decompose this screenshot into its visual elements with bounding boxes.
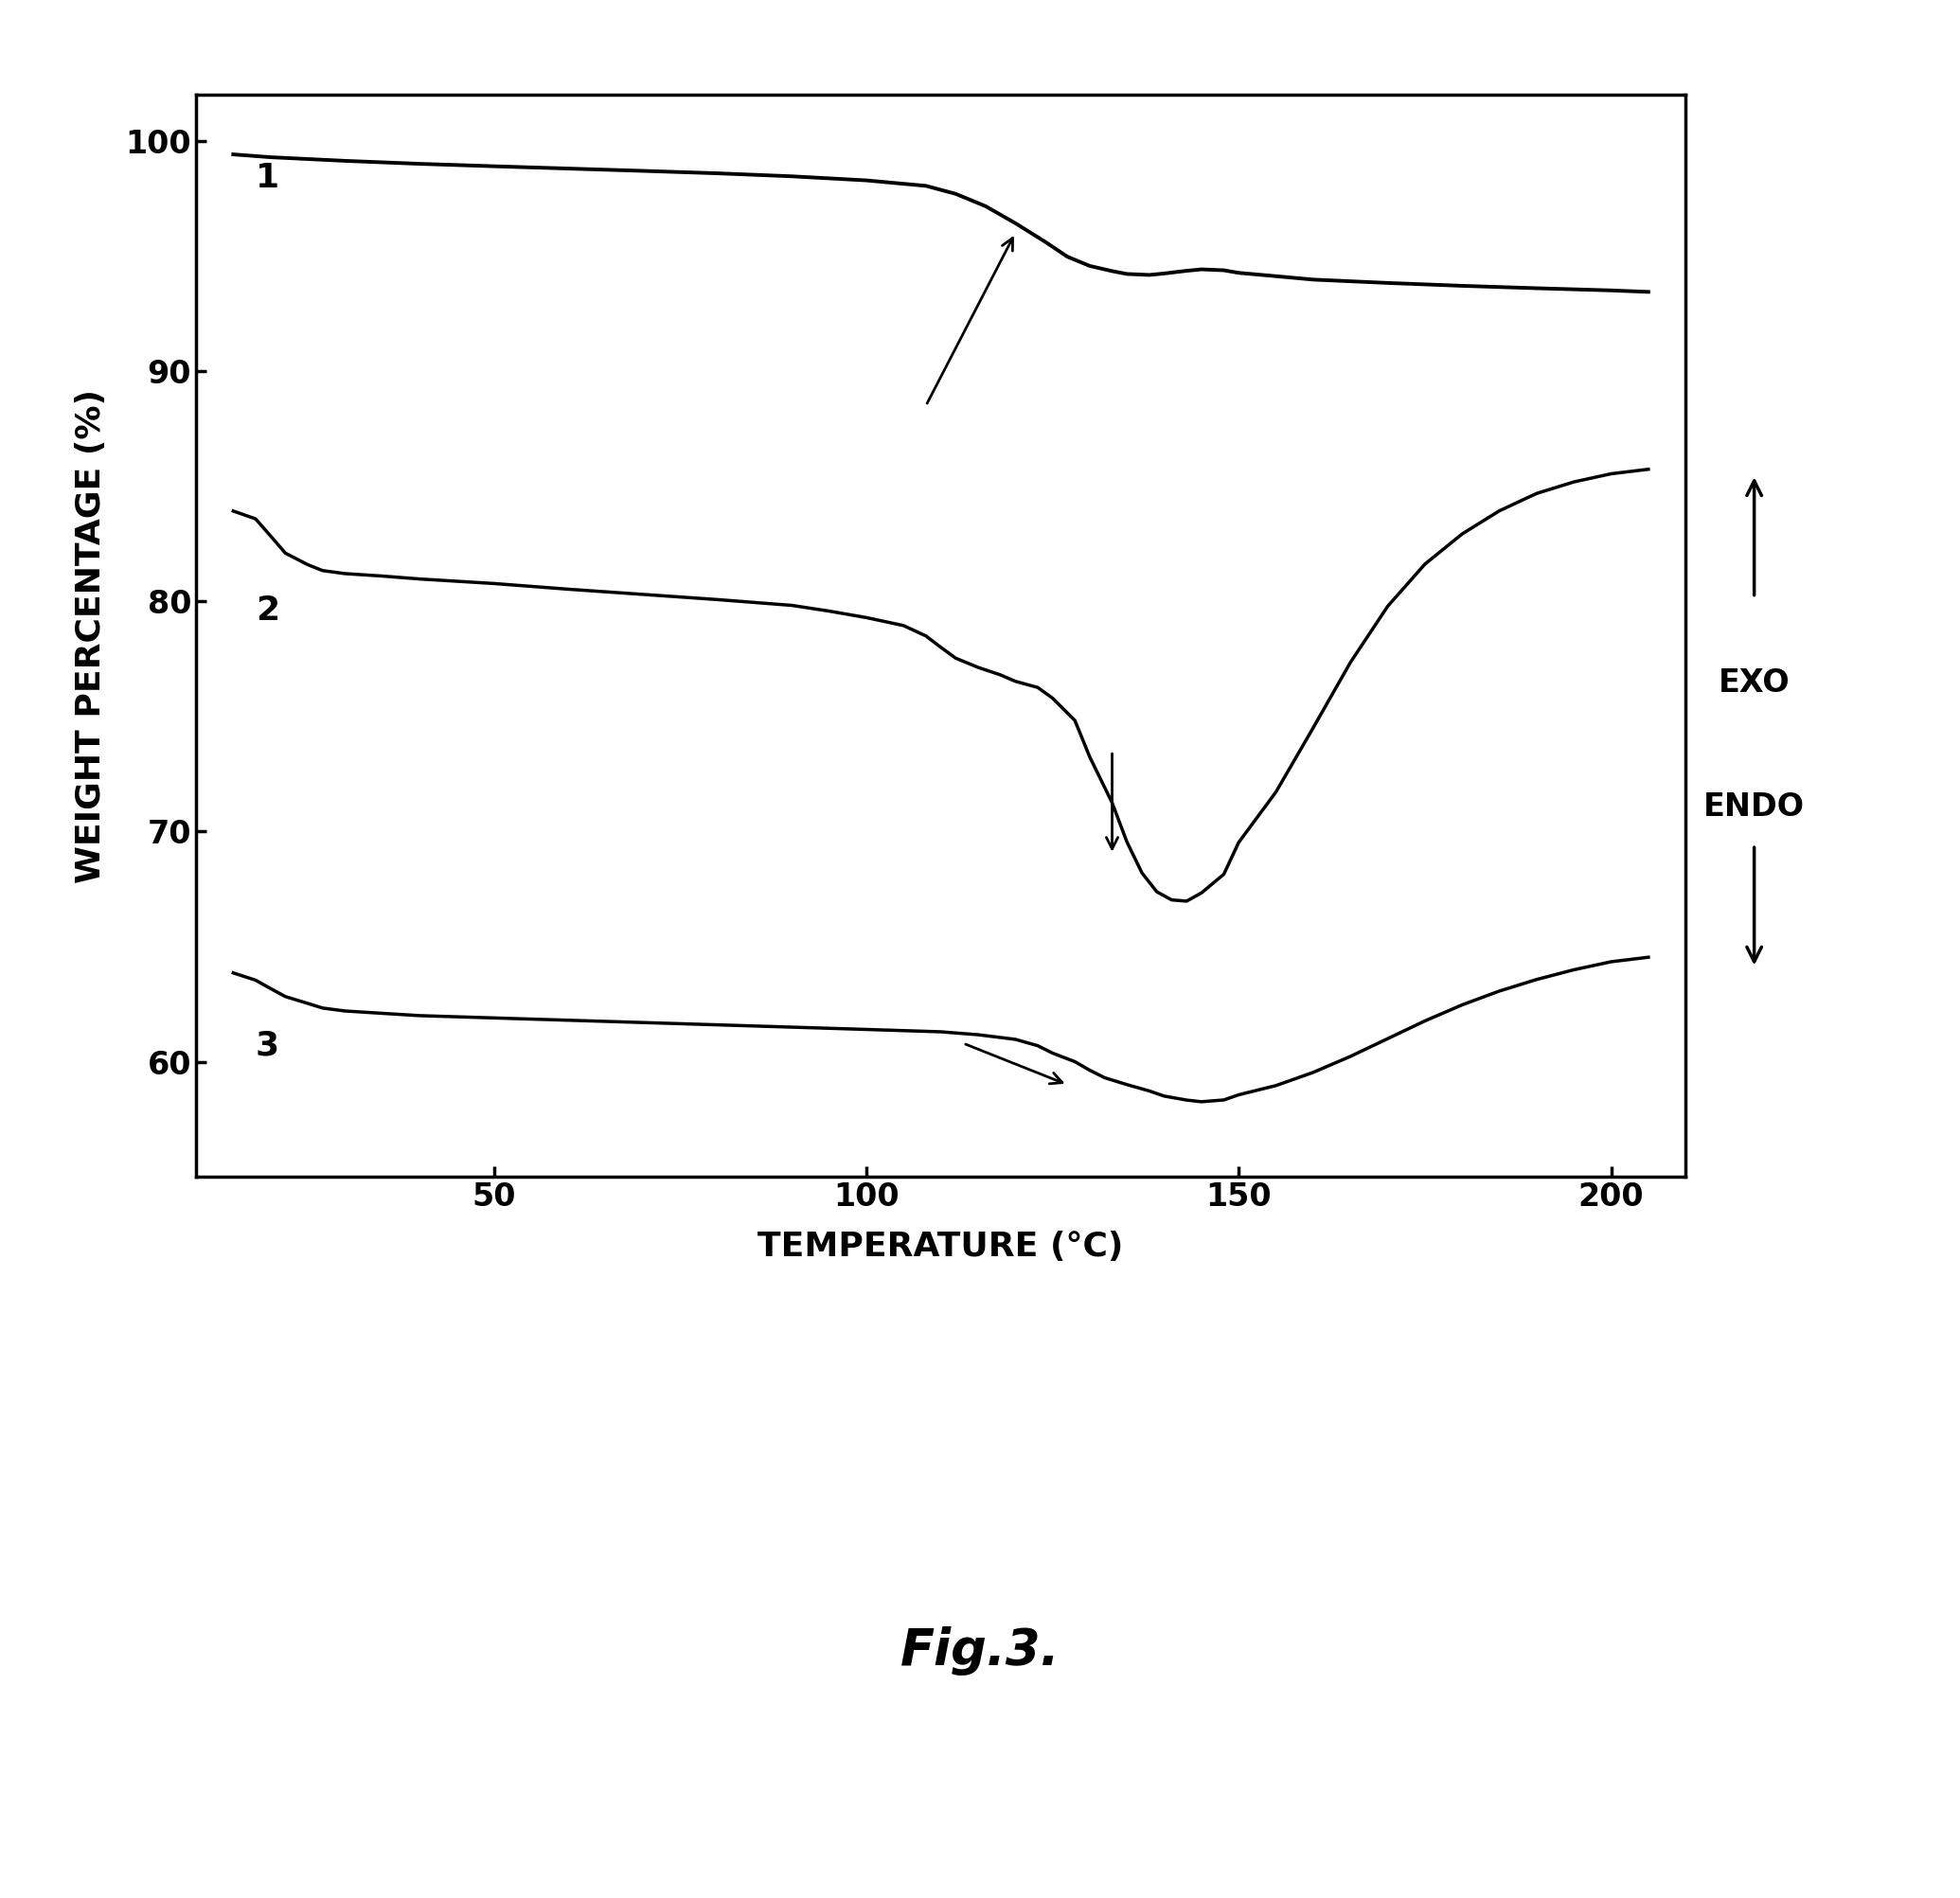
Y-axis label: WEIGHT PERCENTAGE (%): WEIGHT PERCENTAGE (%): [74, 389, 108, 883]
Text: 3: 3: [255, 1029, 280, 1061]
Text: ENDO: ENDO: [1703, 791, 1805, 822]
Text: EXO: EXO: [1719, 668, 1789, 698]
Text: Fig.3.: Fig.3.: [900, 1627, 1060, 1676]
Text: 1: 1: [255, 161, 280, 194]
X-axis label: TEMPERATURE (°C): TEMPERATURE (°C): [759, 1232, 1123, 1264]
Text: 2: 2: [255, 594, 280, 626]
